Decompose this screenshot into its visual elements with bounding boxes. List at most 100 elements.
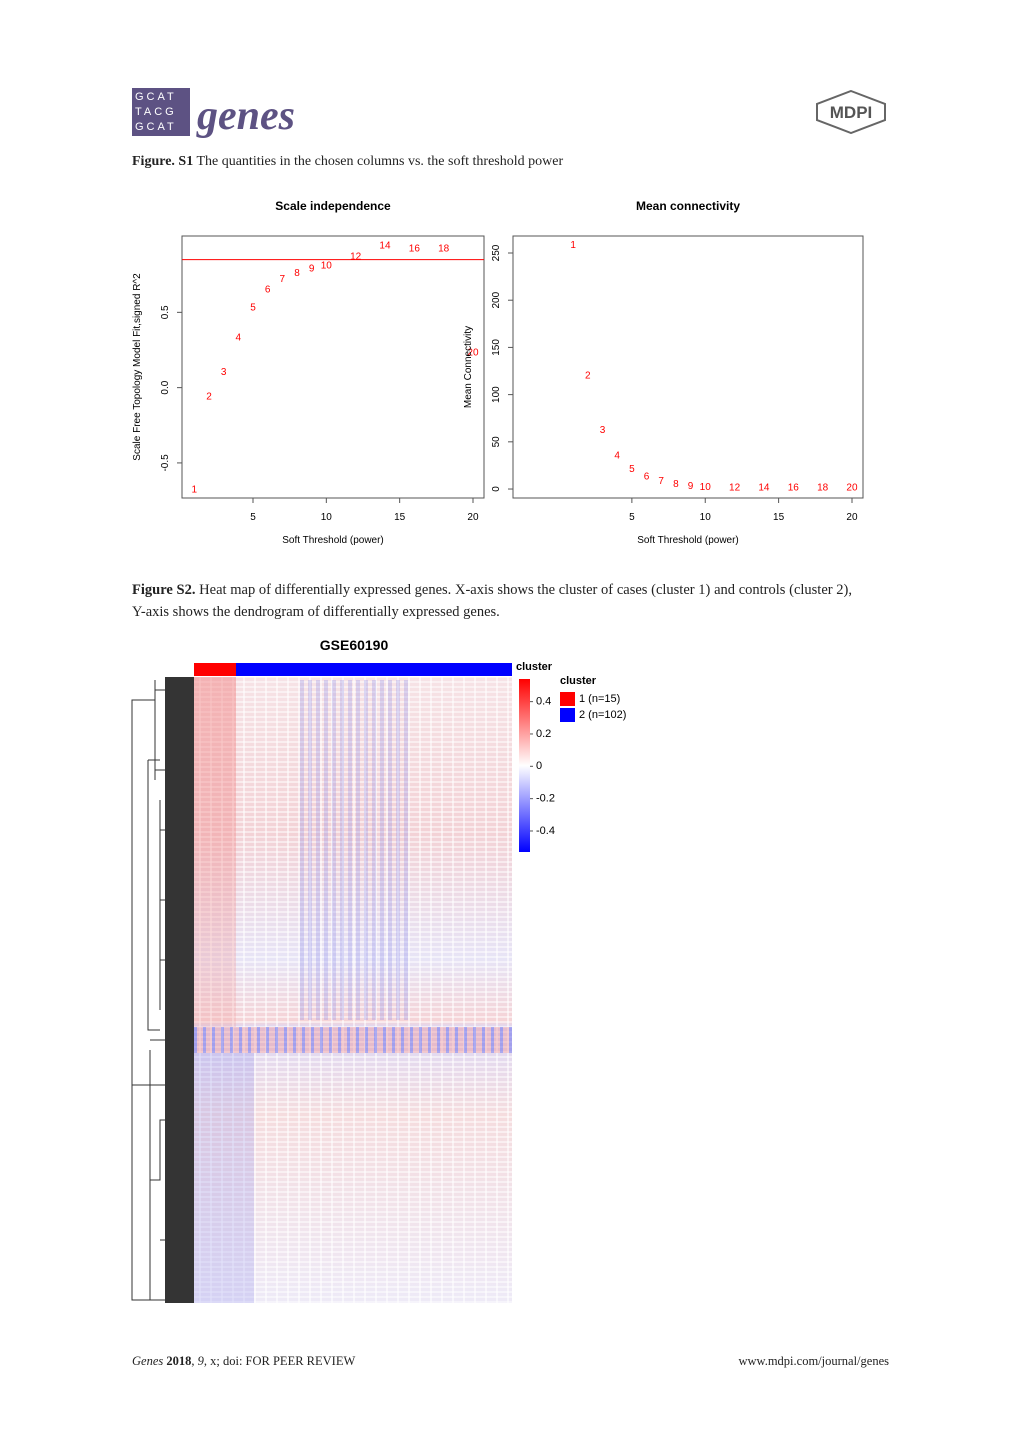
dendrogram-branch xyxy=(148,759,165,961)
point-label: 6 xyxy=(644,471,650,482)
point-label: 7 xyxy=(658,476,664,487)
colorbar xyxy=(519,679,530,852)
x-tick-label: 20 xyxy=(467,512,479,523)
legend-label: 1 (n=15) xyxy=(579,693,620,705)
point-label: 9 xyxy=(688,481,694,492)
chart-title: Mean connectivity xyxy=(636,199,740,213)
heatmap-cells xyxy=(194,1027,512,1053)
x-tick-label: 10 xyxy=(321,512,333,523)
point-label: 10 xyxy=(700,482,712,493)
x-axis-label: Soft Threshold (power) xyxy=(637,535,739,546)
chart-title: Scale independence xyxy=(275,199,391,213)
y-tick-label: 200 xyxy=(491,291,502,308)
caption-label: Figure. S1 xyxy=(132,154,194,169)
point-label: 16 xyxy=(409,244,421,255)
heatmap-cells xyxy=(194,677,512,1303)
plot-frame xyxy=(181,235,485,499)
footer-doi: , x; doi: FOR PEER REVIEW xyxy=(203,1354,356,1368)
point-label: 2 xyxy=(585,370,591,381)
dendrogram-leaves xyxy=(165,677,194,1303)
publisher-name: MDPI xyxy=(830,103,873,122)
point-label: 14 xyxy=(758,483,770,494)
figure-caption: Figure. S1 The quantities in the chosen … xyxy=(132,154,563,170)
heatmap-title: GSE60190 xyxy=(320,637,389,653)
footer-journal: Genes xyxy=(132,1354,164,1368)
heatmap-cells xyxy=(300,680,410,1020)
y-axis-label: Scale Free Topology Model Fit,signed R^2 xyxy=(132,273,143,461)
point-label: 14 xyxy=(379,241,391,252)
caption-label: Figure S2. xyxy=(132,582,196,598)
journal-name: genes xyxy=(197,93,295,139)
point-label: 3 xyxy=(221,367,227,378)
logo-row: GCAT xyxy=(135,121,177,133)
legend: 1 (n=15) 2 (n=102) xyxy=(560,692,626,722)
logo-row: GCAT xyxy=(135,91,177,103)
x-tick-label: 5 xyxy=(629,512,635,523)
y-tick-label: -0.5 xyxy=(160,454,171,472)
y-tick-label: 0.0 xyxy=(160,380,171,394)
point-label: 18 xyxy=(817,483,829,494)
point-label: 6 xyxy=(265,284,271,295)
point-label: 8 xyxy=(294,268,300,279)
y-tick-label: 150 xyxy=(491,339,502,356)
legend-label: 2 (n=102) xyxy=(579,709,626,721)
x-tick-label: 15 xyxy=(394,512,406,523)
colorbar-tick-label: -0.4 xyxy=(536,825,555,837)
y-tick-label: 100 xyxy=(491,386,502,403)
colorbar-tick-label: 0.2 xyxy=(536,728,551,740)
colorbar-tick-label: 0.4 xyxy=(536,696,551,708)
figure-caption: Figure S2. Heat map of differentially ex… xyxy=(132,579,852,623)
x-axis-label: Soft Threshold (power) xyxy=(282,535,384,546)
point-label: 1 xyxy=(192,485,198,496)
point-label: 8 xyxy=(673,479,679,490)
y-tick-label: 250 xyxy=(491,244,502,261)
cluster-bar xyxy=(194,663,236,676)
x-tick-label: 10 xyxy=(700,512,712,523)
point-label: 3 xyxy=(600,425,606,436)
legend-swatch xyxy=(560,708,575,722)
point-label: 1 xyxy=(570,240,576,251)
point-label: 5 xyxy=(629,464,635,475)
heatmap-cells xyxy=(194,1053,254,1303)
y-tick-label: 0.5 xyxy=(160,305,171,319)
dendrogram-branch xyxy=(131,1039,165,1301)
point-label: 18 xyxy=(438,244,450,255)
footer-year: 2018 xyxy=(166,1354,192,1368)
dendrogram-branch xyxy=(147,680,165,1031)
point-label: 4 xyxy=(236,333,242,344)
point-label: 2 xyxy=(206,391,212,402)
colorbar-tick-label: 0 xyxy=(536,760,542,772)
y-tick-label: 50 xyxy=(491,436,502,448)
footer-citation: Genes 2018, 9, x; doi: FOR PEER REVIEW xyxy=(132,1354,356,1368)
x-tick-label: 15 xyxy=(773,512,785,523)
y-axis-label: Mean Connectivity xyxy=(463,326,474,408)
heatmap-cells xyxy=(194,677,236,1027)
cluster-bar xyxy=(236,663,512,676)
cluster-bar-label: cluster xyxy=(516,661,553,673)
logo-row: TACG xyxy=(135,106,177,118)
dendrogram-branch xyxy=(131,699,165,1086)
point-label: 9 xyxy=(309,263,315,274)
point-label: 5 xyxy=(250,302,256,313)
dendrogram xyxy=(131,680,165,1301)
x-tick-label: 5 xyxy=(250,512,256,523)
point-label: 7 xyxy=(280,274,286,285)
point-label: 12 xyxy=(350,251,362,262)
y-tick-label: 0 xyxy=(491,486,502,492)
point-label: 12 xyxy=(729,483,741,494)
caption-text: The quantities in the chosen columns vs.… xyxy=(196,154,564,169)
caption-text: Heat map of differentially expressed gen… xyxy=(132,582,853,620)
point-label: 20 xyxy=(467,348,479,359)
footer-volume: 9 xyxy=(197,1354,204,1368)
journal-logo: GCAT TACG GCAT xyxy=(132,88,190,136)
point-label: 20 xyxy=(846,483,858,494)
point-label: 10 xyxy=(321,260,333,271)
point-label: 4 xyxy=(614,451,620,462)
x-tick-label: 20 xyxy=(846,512,858,523)
legend-swatch xyxy=(560,692,575,706)
colorbar-tick-label: -0.2 xyxy=(536,793,555,805)
colorbar-ticks: 0.4 0.2 0 -0.2 -0.4 xyxy=(530,696,555,837)
point-label: 16 xyxy=(788,483,800,494)
